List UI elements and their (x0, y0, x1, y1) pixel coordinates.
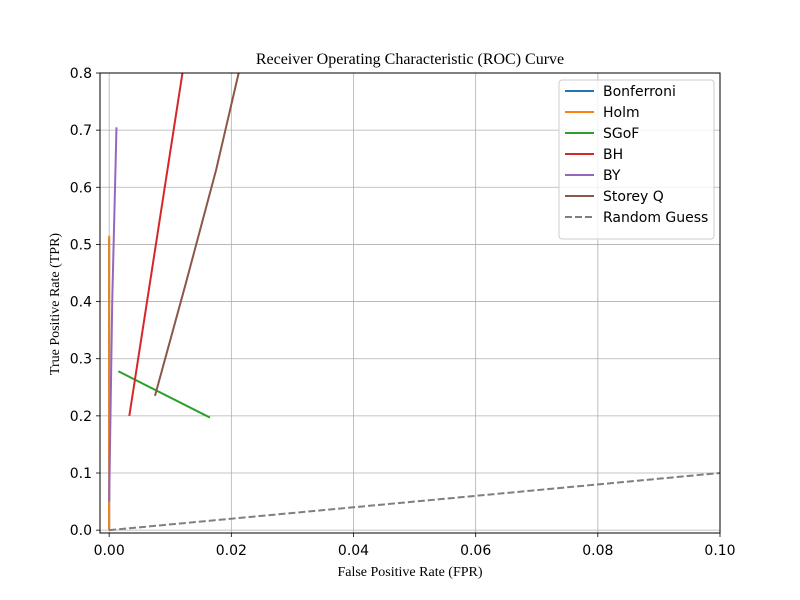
y-tick-label: 0.8 (70, 66, 92, 82)
y-tick-label: 0.2 (70, 409, 92, 425)
legend-label: SGoF (603, 126, 639, 142)
y-tick-label: 0.5 (70, 237, 92, 253)
legend-label: Bonferroni (603, 84, 676, 100)
legend-label: Storey Q (603, 189, 664, 205)
y-tick-label: 0.6 (70, 180, 92, 196)
legend-label: Holm (603, 105, 640, 121)
x-tick-label: 0.04 (338, 543, 369, 559)
y-tick-label: 0.3 (70, 352, 92, 368)
series-line-by (108, 127, 118, 502)
axes: 0.00 0.02 0.04 0.06 0.08 0.10 0.0 0.1 0.2 0.3 0.4 0… (70, 66, 736, 559)
series-lines (108, 73, 720, 532)
y-tick-label: 0.7 (70, 123, 92, 139)
chart-title: Receiver Operating Characteristic (ROC) … (256, 51, 564, 68)
series-line-sgof (117, 370, 211, 419)
legend-box (558, 79, 715, 240)
legend-label: BH (603, 147, 623, 163)
series-line-bh (128, 73, 184, 417)
x-axis-label: False Positive Rate (FPR) (337, 565, 482, 580)
x-tick-label: 0.10 (704, 543, 735, 559)
legend-label: Random Guess (603, 210, 708, 226)
x-tick-label: 0.06 (460, 543, 491, 559)
plot-frame (99, 72, 721, 534)
legend-label: BY (603, 168, 621, 184)
y-axis-label: True Positive Rate (TPR) (48, 233, 63, 376)
legend: Bonferroni Holm SGoF BH BY Storey Q Random Gue… (558, 79, 715, 240)
x-tick-label: 0.08 (582, 543, 613, 559)
y-tick-label: 0.4 (70, 295, 92, 311)
x-tick-label: 0.00 (94, 543, 125, 559)
series-line-random-guess (109, 472, 720, 532)
series-line-storey-q (154, 73, 240, 397)
y-tick-label: 0.1 (70, 466, 92, 482)
x-tick-label: 0.02 (216, 543, 247, 559)
y-tick-label: 0.0 (70, 523, 92, 539)
